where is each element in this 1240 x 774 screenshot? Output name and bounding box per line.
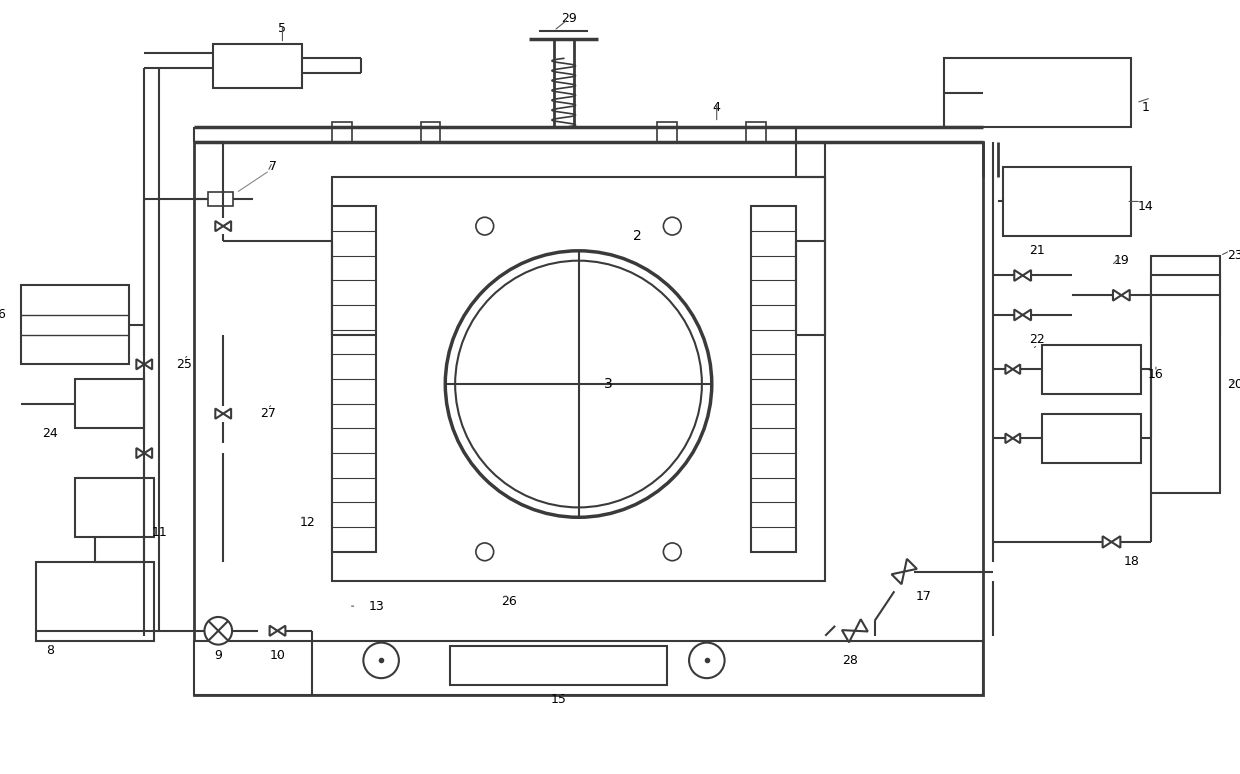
- Polygon shape: [216, 221, 223, 231]
- Polygon shape: [904, 559, 916, 571]
- Bar: [944, 58, 1131, 128]
- Text: 19: 19: [1114, 254, 1130, 267]
- Circle shape: [663, 543, 681, 560]
- Polygon shape: [1013, 433, 1021, 444]
- Bar: [657, 122, 677, 142]
- Text: 6: 6: [0, 309, 5, 321]
- Polygon shape: [1023, 310, 1030, 320]
- Text: 22: 22: [1029, 333, 1045, 346]
- Polygon shape: [1006, 433, 1013, 444]
- Bar: [1043, 413, 1141, 463]
- Polygon shape: [892, 571, 904, 584]
- Text: 29: 29: [560, 12, 577, 26]
- Text: 10: 10: [269, 649, 285, 662]
- Text: 27: 27: [259, 407, 275, 420]
- Bar: [420, 122, 440, 142]
- Polygon shape: [223, 221, 231, 231]
- Circle shape: [476, 543, 494, 560]
- Text: 28: 28: [842, 654, 858, 667]
- Polygon shape: [1111, 536, 1121, 548]
- Circle shape: [476, 217, 494, 235]
- Text: 3: 3: [604, 377, 613, 391]
- Polygon shape: [1014, 310, 1023, 320]
- Text: 14: 14: [1138, 200, 1154, 213]
- Text: 20: 20: [1226, 378, 1240, 391]
- Text: 25: 25: [176, 358, 192, 371]
- Text: 15: 15: [551, 694, 567, 707]
- Text: 26: 26: [501, 594, 517, 608]
- Text: 2: 2: [634, 229, 642, 243]
- Polygon shape: [1102, 536, 1111, 548]
- Polygon shape: [1023, 270, 1030, 281]
- Polygon shape: [1114, 289, 1121, 300]
- Bar: [1151, 276, 1220, 492]
- Polygon shape: [144, 359, 153, 369]
- Circle shape: [205, 617, 232, 645]
- Text: 16: 16: [1148, 368, 1164, 381]
- Text: 7: 7: [269, 160, 277, 173]
- Bar: [1003, 167, 1131, 236]
- Bar: [1043, 344, 1141, 394]
- Bar: [1151, 255, 1220, 334]
- Polygon shape: [144, 448, 153, 458]
- Text: 4: 4: [713, 101, 720, 115]
- Text: 18: 18: [1123, 555, 1140, 568]
- Polygon shape: [1013, 365, 1021, 374]
- Bar: [76, 379, 144, 429]
- Polygon shape: [269, 625, 278, 636]
- Polygon shape: [1014, 270, 1023, 281]
- Text: 1: 1: [1142, 101, 1149, 115]
- Bar: [76, 478, 154, 537]
- Polygon shape: [1006, 365, 1013, 374]
- Bar: [450, 646, 667, 685]
- Bar: [213, 43, 303, 88]
- Polygon shape: [216, 409, 223, 419]
- Bar: [208, 192, 233, 207]
- Circle shape: [689, 642, 724, 678]
- Text: 17: 17: [916, 590, 932, 603]
- Polygon shape: [1121, 289, 1130, 300]
- Polygon shape: [842, 630, 854, 642]
- Text: 9: 9: [215, 649, 222, 662]
- Bar: [332, 176, 826, 581]
- Bar: [36, 562, 154, 641]
- Polygon shape: [854, 619, 868, 632]
- Bar: [332, 207, 376, 552]
- Bar: [332, 122, 351, 142]
- Bar: [746, 122, 766, 142]
- Circle shape: [663, 217, 681, 235]
- Polygon shape: [136, 448, 144, 458]
- Bar: [21, 286, 129, 365]
- Circle shape: [363, 642, 399, 678]
- Polygon shape: [136, 359, 144, 369]
- Text: 21: 21: [1029, 245, 1045, 257]
- Circle shape: [445, 251, 712, 517]
- Circle shape: [455, 261, 702, 508]
- Text: 11: 11: [151, 526, 167, 539]
- Text: 23: 23: [1228, 249, 1240, 262]
- Bar: [751, 207, 796, 552]
- Text: 24: 24: [42, 427, 58, 440]
- Text: 13: 13: [368, 600, 384, 612]
- Bar: [193, 142, 983, 695]
- Polygon shape: [278, 625, 285, 636]
- Text: 5: 5: [279, 22, 286, 36]
- Bar: [193, 641, 983, 695]
- Text: 8: 8: [46, 644, 55, 657]
- Text: 12: 12: [299, 515, 315, 529]
- Polygon shape: [223, 409, 231, 419]
